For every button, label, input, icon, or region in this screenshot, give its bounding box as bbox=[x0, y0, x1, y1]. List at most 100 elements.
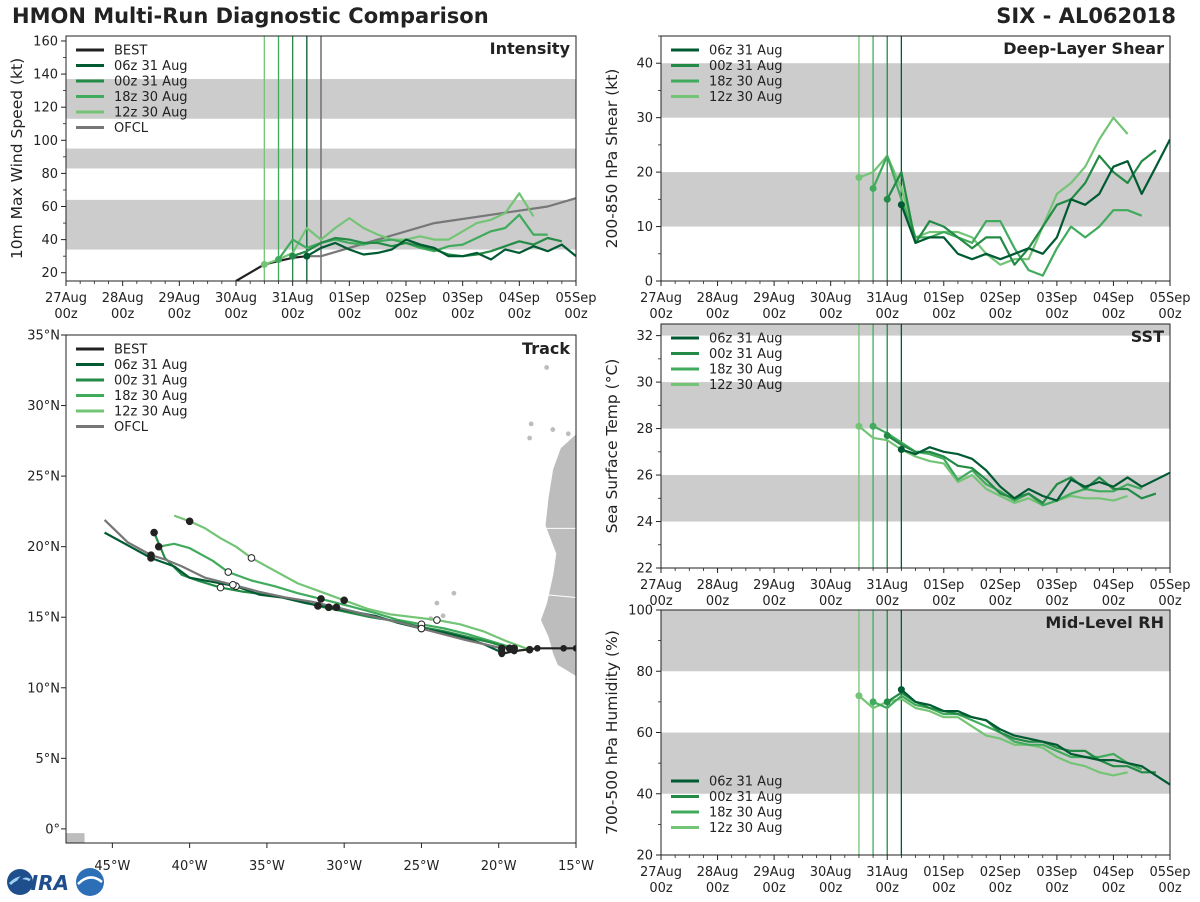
track-plot-area bbox=[66, 335, 594, 843]
x-tick-label-date: 05Sep bbox=[1149, 865, 1190, 880]
x-tick-label-hour: 00z bbox=[819, 594, 843, 609]
series-init-point bbox=[855, 422, 863, 430]
x-tick-label-hour: 00z bbox=[762, 881, 786, 896]
rh-band bbox=[661, 732, 1170, 794]
y-tick-label: 20°N bbox=[27, 540, 60, 555]
ofcl-track-marker bbox=[229, 580, 237, 589]
best-track-marker bbox=[510, 647, 518, 655]
y-tick-label: 60 bbox=[636, 726, 653, 741]
x-tick-label: 45°W bbox=[94, 859, 130, 874]
track-marker bbox=[433, 616, 441, 624]
legend-label: 06z 31 Aug bbox=[114, 358, 188, 373]
x-tick-label-hour: 00z bbox=[932, 881, 956, 896]
legend-label: 18z 30 Aug bbox=[709, 363, 783, 378]
x-tick-label-hour: 00z bbox=[394, 307, 418, 322]
x-tick-label-hour: 00z bbox=[1102, 594, 1126, 609]
series-line-12z-30-aug bbox=[858, 116, 1129, 266]
legend-label: BEST bbox=[114, 44, 147, 59]
island bbox=[589, 424, 594, 429]
y-tick-label: 30 bbox=[636, 111, 653, 126]
y-tick-label: 80 bbox=[636, 665, 653, 680]
island bbox=[440, 613, 446, 619]
rh-panel-title: Mid-Level RH bbox=[1045, 613, 1164, 632]
y-tick-label: 22 bbox=[636, 562, 653, 577]
rh-band bbox=[661, 610, 1170, 672]
x-tick-label-date: 28Aug bbox=[102, 291, 144, 306]
x-tick-label-date: 30Aug bbox=[810, 578, 852, 593]
series-init-point bbox=[883, 432, 891, 440]
x-tick-label-hour: 00z bbox=[989, 307, 1013, 322]
y-tick-label: 60 bbox=[41, 200, 58, 215]
intensity-panel-title: Intensity bbox=[490, 39, 571, 58]
sst-plot-area bbox=[661, 324, 1170, 568]
x-tick-label-hour: 00z bbox=[281, 307, 305, 322]
x-tick-label-date: 01Sep bbox=[923, 291, 964, 306]
x-tick-label-hour: 00z bbox=[1045, 594, 1069, 609]
track-marker bbox=[525, 645, 534, 654]
track-marker bbox=[324, 603, 333, 612]
x-tick-label-date: 28Aug bbox=[697, 865, 739, 880]
x-tick-label-hour: 00z bbox=[168, 307, 192, 322]
panel-shear: 01020304027Aug00z28Aug00z29Aug00z30Aug00… bbox=[603, 35, 1191, 322]
border-line bbox=[545, 594, 576, 598]
series-init-point bbox=[869, 698, 877, 706]
y-tick-label: 15°N bbox=[27, 611, 60, 626]
logo-text: CIRA bbox=[16, 871, 69, 895]
x-tick-label-hour: 00z bbox=[762, 594, 786, 609]
y-tick-label: 0 bbox=[645, 275, 653, 290]
track-marker bbox=[185, 517, 194, 526]
x-tick-label-date: 02Sep bbox=[980, 291, 1021, 306]
series-init-point bbox=[855, 692, 863, 700]
x-tick-label-hour: 00z bbox=[1045, 881, 1069, 896]
y-tick-label: 120 bbox=[33, 101, 58, 116]
x-tick-label-hour: 00z bbox=[224, 307, 248, 322]
x-tick-label-hour: 00z bbox=[338, 307, 362, 322]
globe-icon bbox=[7, 869, 33, 895]
x-tick-label-date: 03Sep bbox=[1036, 865, 1077, 880]
page-title: HMON Multi-Run Diagnostic Comparison bbox=[12, 4, 489, 28]
ofcl-line bbox=[306, 197, 576, 258]
y-tick-label: 30 bbox=[636, 376, 653, 391]
legend-label: 12z 30 Aug bbox=[709, 90, 783, 105]
island bbox=[527, 435, 533, 441]
y-tick-label: 32 bbox=[636, 329, 653, 344]
cira-logo: CIRA bbox=[4, 866, 108, 898]
sst-band bbox=[661, 382, 1170, 429]
series-line-06z-31-aug bbox=[900, 688, 1170, 786]
intensity-plot-area bbox=[66, 36, 576, 281]
y-tick-label: 20 bbox=[41, 266, 58, 281]
x-tick-label-hour: 00z bbox=[876, 881, 900, 896]
y-tick-label: 35°N bbox=[27, 329, 60, 344]
legend-label: 12z 30 Aug bbox=[114, 106, 188, 121]
x-tick-label-hour: 00z bbox=[706, 307, 730, 322]
storm-id: SIX - AL062018 bbox=[996, 4, 1176, 28]
y-tick-label: 28 bbox=[636, 422, 653, 437]
legend-label: BEST bbox=[114, 343, 147, 358]
series-init-point bbox=[869, 422, 877, 430]
series-line-06z-31-aug bbox=[901, 446, 1170, 502]
x-tick-label-date: 31Aug bbox=[272, 291, 314, 306]
x-tick-label-hour: 00z bbox=[706, 594, 730, 609]
series-line-00z-31-aug bbox=[292, 236, 563, 258]
x-tick-label-hour: 00z bbox=[649, 881, 673, 896]
x-tick-label-hour: 00z bbox=[989, 881, 1013, 896]
x-tick-label-date: 04Sep bbox=[499, 291, 540, 306]
africa-coast-landmass bbox=[540, 335, 576, 703]
y-tick-label: 100 bbox=[33, 134, 58, 149]
x-tick-label: 35°W bbox=[249, 859, 285, 874]
island bbox=[544, 365, 550, 370]
y-tick-label: 10°N bbox=[27, 681, 60, 696]
y-tick-label: 5°N bbox=[36, 752, 61, 767]
x-tick-label-hour: 00z bbox=[1102, 307, 1126, 322]
x-tick-label-hour: 00z bbox=[1102, 881, 1126, 896]
best-track-line bbox=[235, 255, 307, 281]
shear-plot-area bbox=[661, 36, 1170, 281]
y-tick-label: 30°N bbox=[27, 399, 60, 414]
series-line-06z-31-aug bbox=[900, 138, 1170, 261]
ofcl-track-marker bbox=[147, 551, 155, 559]
track-marker bbox=[150, 528, 158, 537]
y-tick-label: 24 bbox=[636, 515, 653, 530]
